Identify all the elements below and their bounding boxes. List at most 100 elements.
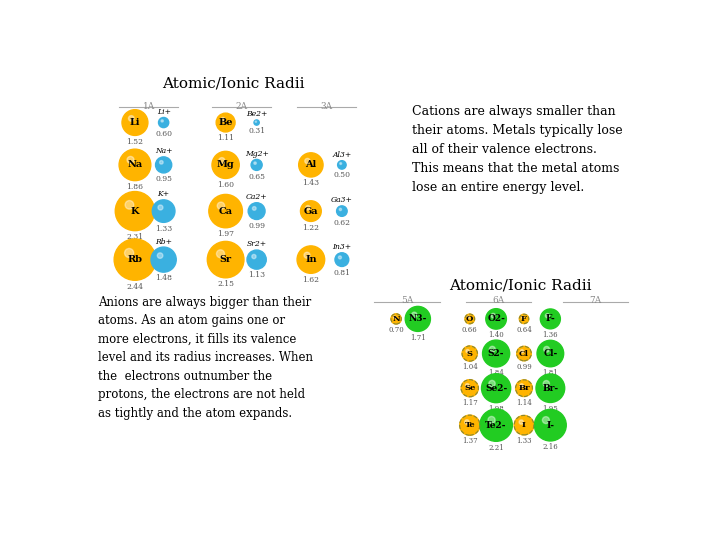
Text: 1.48: 1.48 — [155, 274, 172, 282]
Circle shape — [489, 380, 495, 387]
Circle shape — [156, 157, 172, 173]
Circle shape — [534, 409, 566, 441]
Text: 0.60: 0.60 — [155, 130, 172, 138]
Circle shape — [122, 110, 148, 136]
Text: 2.31: 2.31 — [127, 233, 143, 241]
Text: S2-: S2- — [488, 349, 504, 358]
Circle shape — [545, 314, 550, 318]
Text: 0.81: 0.81 — [333, 269, 351, 277]
Text: Be: Be — [218, 118, 233, 127]
Circle shape — [221, 118, 225, 122]
Circle shape — [464, 420, 469, 424]
Circle shape — [537, 340, 564, 367]
Text: I: I — [522, 421, 526, 429]
Text: Anions are always bigger than their
atoms. As an atom gains one or
more electron: Anions are always bigger than their atom… — [98, 296, 312, 420]
Text: 0.99: 0.99 — [516, 363, 532, 371]
Text: Be2+: Be2+ — [246, 110, 267, 118]
Text: 1.17: 1.17 — [462, 399, 477, 407]
Circle shape — [248, 202, 265, 219]
Text: 1.22: 1.22 — [302, 224, 320, 232]
Circle shape — [391, 314, 401, 324]
Circle shape — [467, 316, 469, 319]
Text: Al: Al — [305, 160, 317, 170]
Text: 2.15: 2.15 — [217, 280, 234, 288]
Text: Br-: Br- — [542, 384, 559, 393]
Circle shape — [340, 163, 341, 165]
Text: Li: Li — [130, 118, 140, 127]
Circle shape — [480, 409, 513, 441]
Text: 1.04: 1.04 — [462, 363, 477, 372]
Text: In: In — [305, 255, 317, 264]
Circle shape — [517, 346, 531, 361]
Circle shape — [209, 194, 243, 228]
Circle shape — [520, 384, 523, 387]
Circle shape — [536, 374, 564, 402]
Circle shape — [219, 158, 225, 164]
Text: N3-: N3- — [409, 314, 427, 323]
Text: Al3+: Al3+ — [332, 151, 351, 159]
Circle shape — [161, 120, 163, 122]
Circle shape — [490, 346, 495, 352]
Circle shape — [158, 118, 168, 127]
Text: 1.33: 1.33 — [155, 225, 172, 233]
Text: Atomic/Ionic Radii: Atomic/Ionic Radii — [162, 76, 305, 90]
Circle shape — [339, 208, 341, 211]
Text: 1.60: 1.60 — [217, 181, 234, 189]
Text: Mg: Mg — [217, 160, 235, 170]
Text: O: O — [466, 315, 474, 323]
Text: 1.36: 1.36 — [543, 331, 558, 339]
Text: Ca: Ca — [219, 207, 233, 215]
Circle shape — [119, 149, 150, 181]
Text: 1.11: 1.11 — [217, 134, 234, 142]
Circle shape — [338, 256, 341, 259]
Text: F-: F- — [546, 314, 555, 323]
Text: 1.97: 1.97 — [217, 230, 234, 238]
Circle shape — [542, 417, 549, 423]
Circle shape — [335, 253, 348, 266]
Text: O2-: O2- — [487, 314, 505, 323]
Text: Te2-: Te2- — [485, 421, 507, 430]
Text: 1.33: 1.33 — [516, 437, 532, 445]
Text: 0.65: 0.65 — [248, 173, 265, 181]
Text: 2.16: 2.16 — [542, 443, 558, 451]
Text: 6A: 6A — [492, 296, 505, 305]
Text: Rb: Rb — [127, 255, 143, 264]
Text: 0.99: 0.99 — [248, 222, 265, 230]
Circle shape — [217, 250, 225, 258]
Text: 0.62: 0.62 — [333, 219, 351, 227]
Circle shape — [297, 246, 325, 273]
Text: Ga: Ga — [304, 207, 318, 215]
Circle shape — [151, 247, 176, 272]
Text: Li+: Li+ — [157, 108, 171, 116]
Circle shape — [254, 162, 256, 164]
Circle shape — [488, 416, 495, 423]
Text: 0.50: 0.50 — [333, 171, 351, 179]
Circle shape — [465, 314, 474, 323]
Circle shape — [127, 157, 134, 163]
Circle shape — [115, 192, 155, 231]
Circle shape — [157, 253, 163, 258]
Text: I-: I- — [546, 421, 554, 430]
Circle shape — [336, 206, 347, 217]
Circle shape — [519, 314, 528, 323]
Text: 1.40: 1.40 — [488, 332, 504, 340]
Circle shape — [466, 349, 469, 353]
Text: Ga3+: Ga3+ — [331, 197, 353, 204]
Circle shape — [462, 346, 477, 361]
Circle shape — [465, 383, 469, 387]
Circle shape — [459, 415, 480, 435]
Circle shape — [482, 340, 510, 367]
Circle shape — [212, 151, 239, 178]
Circle shape — [519, 420, 523, 424]
Text: Cl-: Cl- — [543, 349, 557, 358]
Circle shape — [160, 160, 163, 164]
Text: 0.95: 0.95 — [155, 176, 172, 183]
Text: N: N — [392, 315, 400, 323]
Text: S: S — [467, 349, 473, 357]
Circle shape — [521, 349, 523, 353]
Text: 1.62: 1.62 — [302, 275, 320, 284]
Circle shape — [125, 200, 134, 209]
Text: 1.37: 1.37 — [462, 437, 477, 446]
Circle shape — [514, 415, 534, 435]
Circle shape — [153, 200, 175, 222]
